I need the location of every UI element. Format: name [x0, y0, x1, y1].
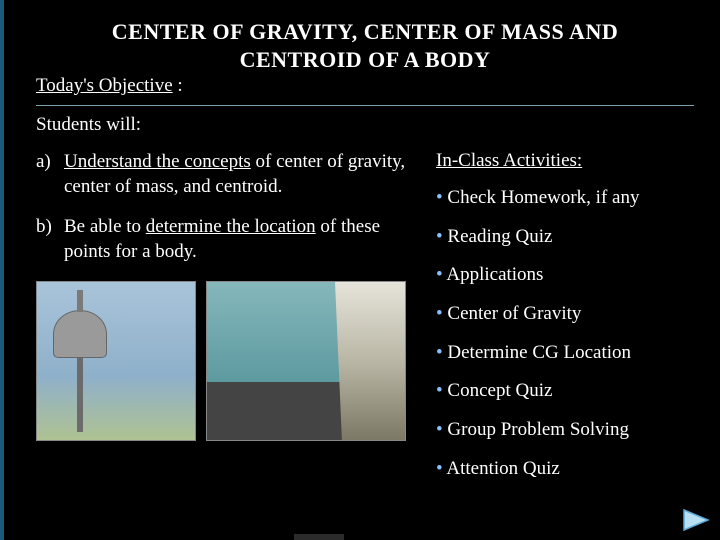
objective-item-b: b) Be able to determine the location of … [36, 215, 416, 264]
divider [36, 105, 694, 106]
image-water-tower [36, 281, 196, 441]
objectives-list: a) Understand the concepts of center of … [36, 150, 416, 265]
image-bg [37, 282, 195, 440]
activity-item: • Group Problem Solving [436, 418, 694, 443]
activities-list: • Check Homework, if any • Reading Quiz … [436, 186, 694, 482]
objective-text: Understand the concepts of center of gra… [64, 150, 416, 199]
decorative-mark [294, 534, 344, 540]
objective-heading: Today's Objective : [36, 75, 694, 97]
tower-shape [77, 290, 83, 312]
activity-item: • Reading Quiz [436, 225, 694, 250]
image-cross-section [206, 281, 406, 441]
objective-letter: a) [36, 150, 64, 199]
tower-shape [53, 310, 107, 358]
objective-underline: determine the location [146, 216, 316, 237]
bullet-icon: • [436, 187, 443, 208]
objective-colon: : [173, 75, 183, 96]
bullet-icon: • [436, 458, 443, 479]
activity-item: • Attention Quiz [436, 457, 694, 482]
objective-underline: Understand the concepts [64, 151, 251, 172]
students-will-label: Students will: [36, 114, 694, 136]
bullet-icon: • [436, 226, 443, 247]
objective-item-a: a) Understand the concepts of center of … [36, 150, 416, 199]
activity-label: Attention Quiz [446, 458, 559, 479]
slide-body: CENTER OF GRAVITY, CENTER OF MASS AND CE… [4, 0, 720, 514]
activity-item: • Check Homework, if any [436, 186, 694, 211]
cross-section-shape [335, 282, 405, 441]
content-columns: a) Understand the concepts of center of … [36, 150, 694, 496]
activity-label: Concept Quiz [447, 380, 552, 401]
title-line-2: CENTROID OF A BODY [240, 47, 491, 72]
activity-label: Determine CG Location [447, 342, 631, 363]
activity-label: Reading Quiz [447, 226, 552, 247]
bullet-icon: • [436, 419, 443, 440]
activity-label: Check Homework, if any [447, 187, 639, 208]
slide-title: CENTER OF GRAVITY, CENTER OF MASS AND CE… [36, 18, 694, 73]
objective-label: Today's Objective [36, 75, 173, 96]
activity-item: • Center of Gravity [436, 302, 694, 327]
activity-label: Applications [446, 264, 543, 285]
objectives-column: a) Understand the concepts of center of … [36, 150, 416, 496]
activity-item: • Determine CG Location [436, 341, 694, 366]
activities-heading: In-Class Activities: [436, 150, 694, 172]
bullet-icon: • [436, 303, 443, 324]
title-line-1: CENTER OF GRAVITY, CENTER OF MASS AND [112, 19, 618, 44]
activity-label: Group Problem Solving [447, 419, 629, 440]
next-button[interactable] [682, 508, 710, 532]
objective-pre: Be able to [64, 216, 146, 237]
bullet-icon: • [436, 264, 443, 285]
activities-column: In-Class Activities: • Check Homework, i… [436, 150, 694, 496]
images-row [36, 281, 416, 441]
objective-text: Be able to determine the location of the… [64, 215, 416, 264]
activity-item: • Concept Quiz [436, 379, 694, 404]
activity-label: Center of Gravity [447, 303, 581, 324]
activity-item: • Applications [436, 263, 694, 288]
bullet-icon: • [436, 342, 443, 363]
bullet-icon: • [436, 380, 443, 401]
arrow-right-icon [682, 508, 710, 532]
objective-letter: b) [36, 215, 64, 264]
tower-shape [77, 352, 83, 432]
